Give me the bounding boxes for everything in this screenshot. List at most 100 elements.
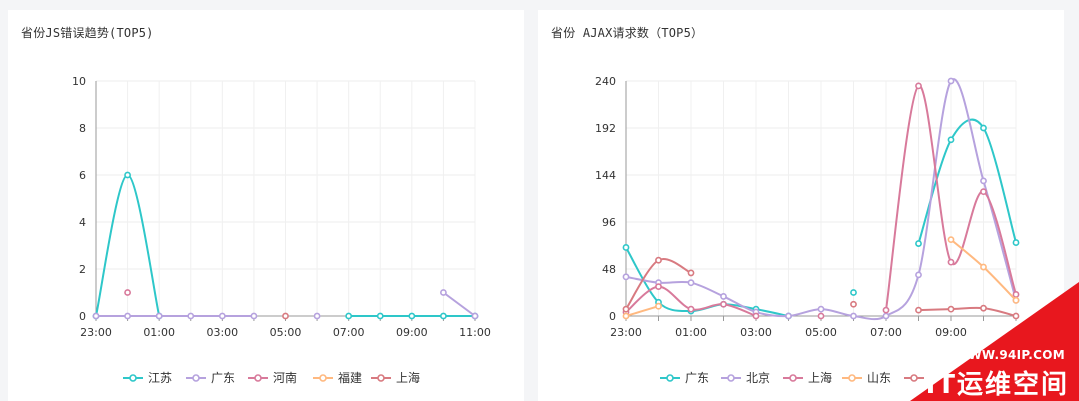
series-5 [282, 312, 289, 320]
data-point [1012, 239, 1020, 246]
legend-marker-icon [727, 374, 735, 382]
data-point [92, 312, 100, 320]
y-tick-label: 240 [595, 75, 616, 88]
x-tick-label: 11:00 [459, 326, 491, 339]
data-point [915, 306, 922, 314]
legend-item: 上海 [783, 370, 832, 385]
ajax-requests-panel: 省份 AJAX请求数（TOP5） 0 48 96 144 192 240 23:00 01:0… [538, 10, 1064, 401]
series-line [918, 306, 1017, 317]
x-tick-label: 23:00 [610, 326, 642, 339]
legend-marker-icon [377, 374, 385, 382]
y-tick-label: 2 [79, 263, 86, 276]
data-point [947, 305, 955, 313]
y-tick-label: 6 [79, 169, 86, 182]
data-point [622, 312, 630, 320]
x-tick-label: 09:00 [935, 326, 967, 339]
site-watermark: WWW.94IP.COM IT运维空间 [840, 282, 1079, 401]
legend-marker-icon [666, 374, 674, 382]
legend-label: 山东 [867, 371, 891, 385]
legend-marker-icon [254, 374, 262, 382]
legend-marker-icon [910, 374, 918, 382]
data-point [980, 263, 987, 271]
data-point [440, 289, 447, 296]
data-point [980, 177, 987, 185]
series-line [885, 84, 1017, 311]
data-point [218, 312, 226, 320]
data-point [440, 312, 447, 320]
ajax-requests-chart: 0 48 96 144 192 240 23:00 01:00 03:00 05:00 07:00 0… [595, 75, 1020, 385]
data-point [915, 240, 922, 247]
data-point [622, 244, 630, 251]
data-point [1012, 296, 1020, 304]
watermark-ribbon [910, 282, 1079, 401]
series-4 [622, 236, 1020, 320]
series-3 [622, 82, 1020, 320]
data-point [155, 312, 163, 320]
data-point [622, 273, 630, 281]
data-point [313, 312, 321, 320]
data-point [947, 258, 955, 266]
legend-item: 上海 [371, 370, 420, 385]
legend-marker-icon [129, 374, 137, 382]
legend-marker-icon [192, 374, 200, 382]
x-tick-label: 01:00 [143, 326, 175, 339]
legend-label: 上海 [396, 370, 420, 385]
data-point [980, 188, 987, 196]
legend-item: 福建 [313, 370, 362, 385]
data-point [655, 283, 662, 291]
data-point [720, 300, 727, 308]
data-point [817, 305, 825, 313]
data-point [687, 269, 695, 277]
data-point [622, 305, 630, 313]
series-2 [622, 77, 1020, 321]
data-point [817, 312, 825, 320]
legend-item: 广东 [186, 371, 235, 385]
x-tick-label: 23:00 [80, 326, 112, 339]
data-point [980, 124, 987, 132]
legend-label: 广东 [685, 371, 709, 385]
y-tick-label: 10 [72, 75, 86, 88]
legend-item: 北京 [721, 371, 770, 385]
x-tick-label: 09:00 [396, 326, 428, 339]
legend-marker-icon [848, 374, 856, 382]
data-point [124, 171, 131, 179]
y-tick-label: 144 [595, 169, 616, 182]
data-point [720, 293, 727, 300]
legend-item: 广东 [660, 371, 709, 385]
data-point [915, 82, 922, 90]
data-point [915, 271, 922, 279]
legend-label: 北京 [746, 371, 770, 385]
y-tick-label: 0 [609, 310, 616, 323]
data-point [187, 312, 195, 320]
series-line [625, 78, 1017, 321]
legend-item: 河南 [248, 370, 297, 385]
js-error-trend-title: 省份JS错误趋势(TOP5) [21, 26, 154, 40]
data-point [752, 312, 760, 320]
legend-marker-icon [789, 374, 797, 382]
x-tick-label: 05:00 [270, 326, 302, 339]
y-tick-label: 4 [79, 216, 86, 229]
data-point [655, 256, 662, 264]
data-point [124, 289, 131, 296]
data-point [947, 77, 955, 85]
data-point [850, 300, 857, 308]
y-tick-label: 192 [595, 122, 616, 135]
data-point [250, 312, 258, 320]
data-point [1012, 312, 1020, 320]
data-point [345, 312, 353, 320]
watermark-brand: IT运维空间 [925, 370, 1069, 400]
legend-label: 广东 [211, 371, 235, 385]
data-point [471, 312, 479, 320]
x-tick-label: 03:00 [740, 326, 772, 339]
x-tick-label: 01:00 [675, 326, 707, 339]
data-point [408, 312, 416, 320]
ajax-requests-title: 省份 AJAX请求数（TOP5） [551, 26, 704, 40]
legend-label: 河南 [273, 370, 297, 385]
y-tick-label: 8 [79, 122, 86, 135]
x-tick-label: 07:00 [333, 326, 365, 339]
data-point [850, 289, 857, 296]
x-tick-label: 03:00 [206, 326, 238, 339]
legend-label: 上海 [808, 370, 832, 385]
data-point [687, 279, 695, 287]
data-point [282, 312, 289, 320]
